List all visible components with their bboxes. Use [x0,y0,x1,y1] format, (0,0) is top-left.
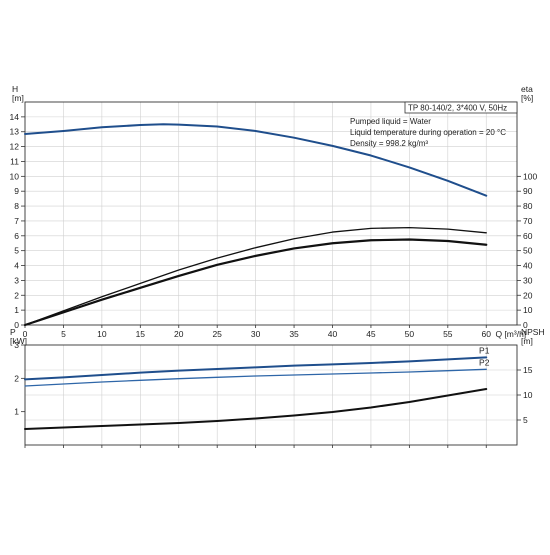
y-tick-label: 3 [14,340,19,350]
x-tick-label: 5 [61,329,66,339]
y-tick-label: 5 [14,246,19,256]
x-tick-label: 0 [23,329,28,339]
x-tick-label: 40 [328,329,338,339]
x-tick-label: 20 [174,329,184,339]
x-tick-label: 30 [251,329,261,339]
y2-axis-title: eta [%] [521,84,533,103]
y2-tick-label: 10 [523,305,533,315]
y2-axis-title: NPSH [m] [521,327,545,346]
y2-tick-label: 100 [523,171,537,181]
y-tick-label: 3 [14,275,19,285]
x-tick-label: 15 [136,329,146,339]
y-tick-label: 11 [10,156,19,166]
x-tick-label: 55 [443,329,453,339]
y-axis-title: P [kW] [10,327,27,346]
series-label-p2: P2 [479,357,490,367]
y-tick-label: 7 [14,216,19,226]
y-tick-label: 0 [14,320,19,330]
y-tick-label: 2 [14,373,19,383]
y-tick-label: 12 [10,142,20,152]
x-axis-title: Q [m³/h] [495,329,526,339]
info-line: Density = 998.2 kg/m³ [350,139,428,148]
y2-tick-label: 90 [523,186,533,196]
y-tick-label: 1 [14,407,19,417]
y2-tick-label: 15 [523,365,533,375]
y2-tick-label: 10 [523,390,533,400]
y2-tick-label: 40 [523,261,533,271]
info-title-box [404,101,518,114]
y2-tick-label: 0 [523,320,528,330]
series-line-eta [24,226,487,326]
info-title: TP 80-140/2, 3*400 V, 50Hz [408,104,507,113]
x-tick-label: 25 [212,329,222,339]
y-tick-label: 13 [10,127,20,137]
y2-tick-label: 60 [523,231,533,241]
y2-tick-label: 5 [523,415,528,425]
y2-tick-label: 70 [523,216,533,226]
y2-tick-label: 80 [523,201,533,211]
y-tick-label: 6 [14,231,19,241]
series-line-p2 [24,368,487,387]
series-line-p1 [24,356,488,381]
y-tick-label: 8 [14,201,19,211]
x-tick-label: 45 [366,329,376,339]
x-tick-label: 10 [97,329,107,339]
y-tick-label: 4 [14,261,19,271]
y-tick-label: 9 [14,186,19,196]
info-line: Pumped liquid = Water [350,117,431,126]
x-tick-label: 50 [405,329,415,339]
series-line-h [24,123,488,197]
y2-tick-label: 30 [523,275,533,285]
series-line-npsh [24,388,488,430]
info-line: Liquid temperature during operation = 20… [350,128,506,137]
y-tick-label: 2 [14,290,19,300]
y-tick-label: 14 [10,112,20,122]
y-axis-title: H [m] [12,84,24,103]
y-tick-label: 10 [10,171,20,181]
y2-tick-label: 50 [523,246,533,256]
x-tick-label: 60 [482,329,492,339]
y-tick-label: 1 [14,305,19,315]
series-label-p1: P1 [479,345,490,355]
y2-tick-label: 20 [523,290,533,300]
x-tick-label: 35 [289,329,299,339]
series-line-eta-unit [23,238,488,327]
plot-frame [24,101,518,326]
